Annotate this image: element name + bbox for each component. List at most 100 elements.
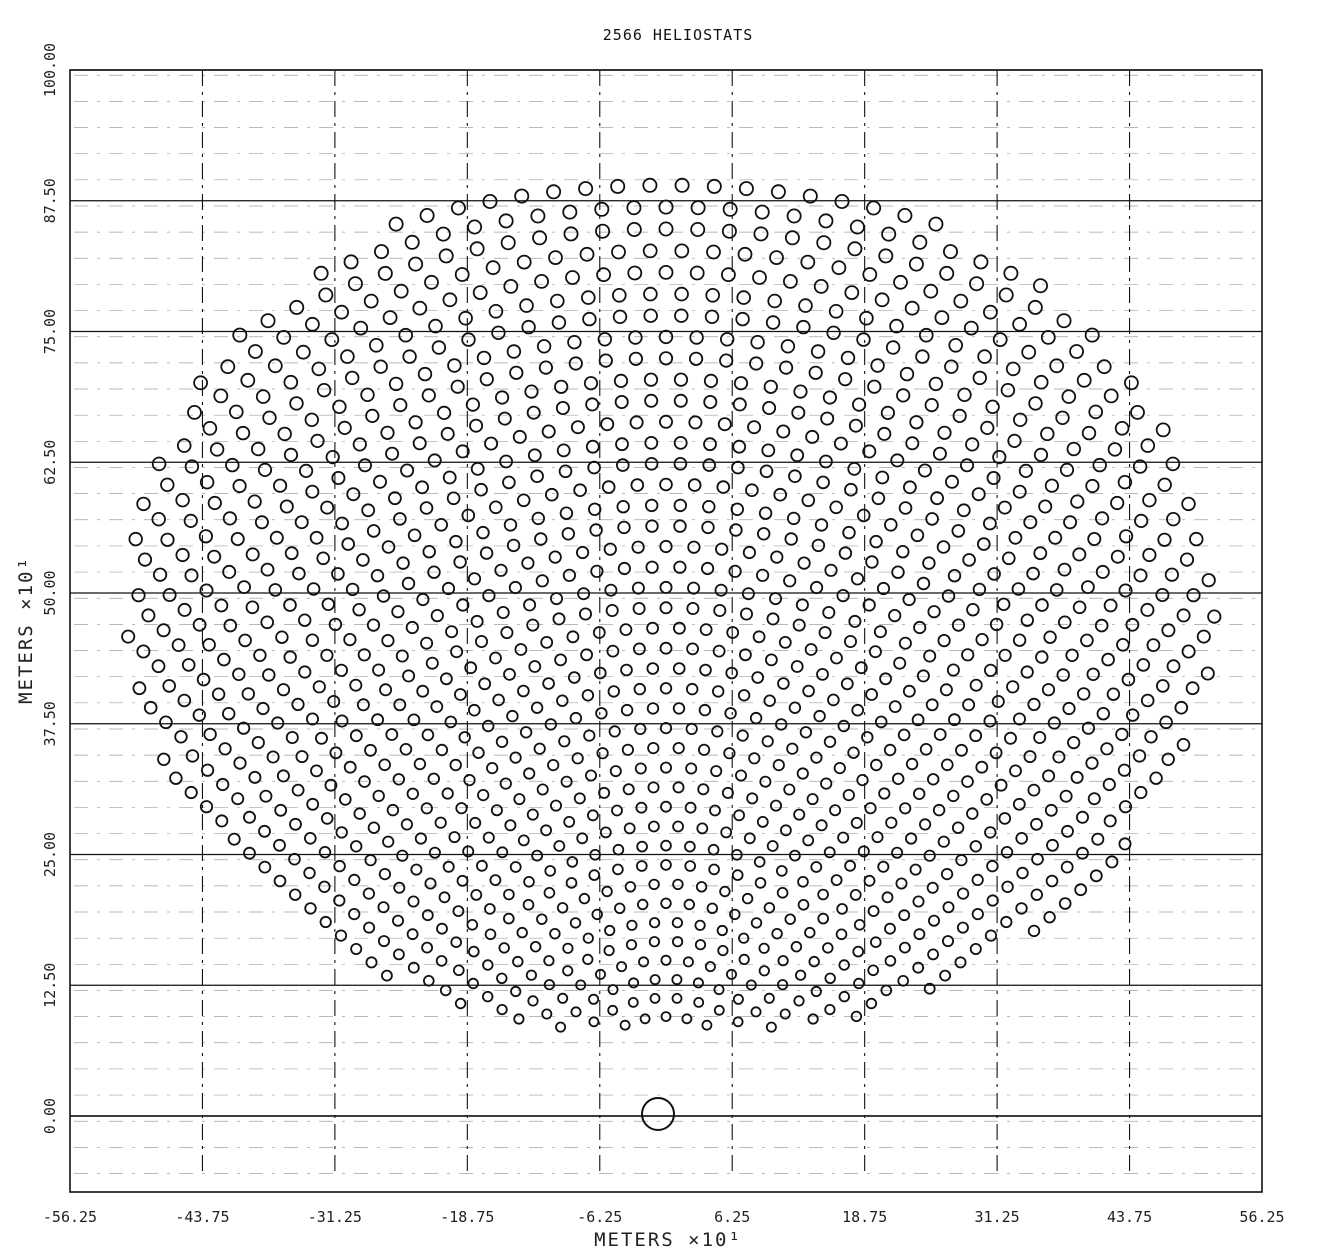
- heliostat: [1044, 478, 1060, 493]
- heliostat: [506, 344, 522, 359]
- y-tick-label: 87.50: [41, 178, 59, 223]
- heliostat: [736, 290, 751, 305]
- heliostat: [458, 731, 471, 744]
- heliostat: [273, 874, 287, 888]
- heliostat: [482, 959, 494, 971]
- heliostat: [449, 758, 462, 772]
- heliostat: [660, 839, 672, 852]
- heliostat: [1052, 750, 1066, 764]
- heliostat: [526, 405, 541, 420]
- heliostat: [719, 353, 734, 368]
- heliostat: [292, 566, 306, 581]
- heliostat: [256, 701, 270, 716]
- heliostat: [793, 384, 808, 399]
- heliostat: [363, 293, 379, 309]
- heliostat: [1110, 495, 1125, 511]
- heliostat: [319, 915, 332, 929]
- heliostat: [160, 477, 175, 493]
- heliostat: [259, 789, 273, 803]
- heliostat: [916, 576, 931, 591]
- heliostat: [923, 649, 937, 663]
- heliostat: [349, 678, 363, 692]
- heliostat: [936, 540, 951, 554]
- heliostat: [582, 953, 594, 966]
- x-axis-title: METERS ×10¹: [594, 1229, 742, 1251]
- heliostat: [674, 286, 689, 302]
- heliostat: [790, 941, 803, 953]
- heliostat: [828, 303, 844, 319]
- heliostat: [420, 802, 433, 815]
- heliostat: [856, 773, 869, 787]
- heliostat: [877, 860, 890, 873]
- heliostat: [927, 948, 939, 961]
- heliostat: [757, 527, 771, 541]
- heliostat: [648, 820, 660, 833]
- heliostat: [726, 626, 740, 639]
- heliostat: [436, 405, 452, 420]
- heliostat: [543, 886, 556, 899]
- heliostat: [407, 713, 421, 727]
- heliostat: [948, 337, 963, 353]
- heliostat: [579, 246, 595, 262]
- heliostat: [365, 956, 378, 969]
- heliostat: [671, 936, 684, 948]
- heliostat: [382, 835, 395, 848]
- heliostat: [388, 376, 404, 392]
- heliostat: [733, 809, 745, 822]
- heliostat: [283, 374, 299, 390]
- heliostat: [868, 645, 882, 659]
- heliostat: [948, 713, 961, 727]
- heliostat: [762, 400, 777, 415]
- heliostat: [1038, 499, 1053, 514]
- heliostat: [881, 226, 897, 242]
- heliostat: [989, 746, 1003, 760]
- heliostat: [345, 582, 360, 597]
- heliostat: [1043, 911, 1056, 924]
- heliostat: [550, 592, 564, 606]
- heliostat: [488, 303, 504, 319]
- heliostat: [947, 789, 960, 803]
- heliostat: [543, 979, 556, 991]
- heliostat: [538, 360, 554, 375]
- heliostat: [719, 885, 731, 898]
- heliostat: [1118, 837, 1132, 851]
- heliostat: [622, 783, 635, 796]
- heliostat: [474, 635, 488, 649]
- heliostat: [298, 463, 314, 478]
- heliostat: [588, 993, 600, 1005]
- heliostat: [1028, 396, 1043, 411]
- heliostat: [888, 608, 902, 623]
- heliostat: [980, 420, 995, 435]
- heliostat: [876, 581, 891, 596]
- heliostat: [706, 902, 719, 915]
- heliostat: [913, 928, 926, 941]
- heliostat: [242, 810, 256, 824]
- heliostat: [637, 898, 649, 911]
- heliostat: [842, 788, 855, 802]
- heliostat: [1033, 731, 1047, 745]
- heliostat: [283, 650, 297, 664]
- heliostat: [575, 545, 590, 560]
- x-tick-label: 43.75: [1107, 1208, 1152, 1226]
- heliostat: [692, 977, 704, 989]
- heliostat: [672, 741, 685, 755]
- heliostat: [412, 436, 427, 451]
- heliostat: [1031, 852, 1044, 866]
- heliostat: [588, 1016, 600, 1028]
- heliostat: [1124, 375, 1139, 391]
- heliostat: [467, 572, 482, 586]
- heliostat: [835, 928, 848, 941]
- heliostat: [759, 775, 772, 788]
- heliostat: [628, 330, 643, 345]
- heliostat: [510, 985, 522, 998]
- heliostat: [674, 243, 690, 259]
- heliostat: [944, 359, 959, 374]
- heliostat: [364, 743, 377, 757]
- heliostat: [531, 511, 546, 526]
- heliostat: [758, 942, 770, 954]
- y-tick-label: 0.00: [41, 1098, 59, 1134]
- heliostat: [730, 502, 745, 517]
- heliostat: [892, 772, 905, 786]
- heliostat: [1156, 679, 1170, 693]
- heliostat: [482, 193, 498, 209]
